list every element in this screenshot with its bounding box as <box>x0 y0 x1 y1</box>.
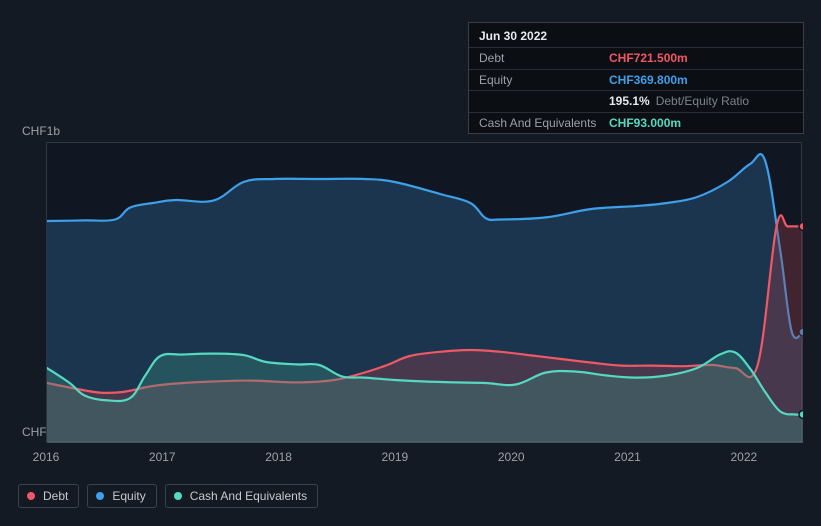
series-end-marker <box>799 222 803 230</box>
y-max-label: CHF1b <box>22 124 60 138</box>
legend-item[interactable]: Equity <box>87 484 156 508</box>
legend: Debt Equity Cash And Equivalents <box>18 484 318 508</box>
legend-item[interactable]: Debt <box>18 484 79 508</box>
x-tick-label: 2016 <box>33 450 60 464</box>
x-tick-label: 2017 <box>149 450 176 464</box>
x-tick-label: 2022 <box>731 450 758 464</box>
tooltip-row-value: CHF369.800m <box>609 73 688 87</box>
x-tick-label: 2021 <box>614 450 641 464</box>
tooltip-row-label: Debt <box>479 51 609 65</box>
legend-item[interactable]: Cash And Equivalents <box>165 484 318 508</box>
legend-label: Debt <box>43 489 68 503</box>
tooltip-row-value: CHF93.000m <box>609 116 681 130</box>
tooltip-row-extra: Debt/Equity Ratio <box>656 94 749 108</box>
tooltip-date: Jun 30 2022 <box>469 23 803 47</box>
tooltip-row-value: 195.1% <box>609 94 650 108</box>
tooltip-row-label: Equity <box>479 73 609 87</box>
x-tick-label: 2019 <box>382 450 409 464</box>
tooltip-row: 195.1% Debt/Equity Ratio <box>469 90 803 111</box>
x-tick-label: 2018 <box>265 450 292 464</box>
legend-label: Equity <box>112 489 145 503</box>
tooltip-row: EquityCHF369.800m <box>469 69 803 90</box>
tooltip-row: Cash And EquivalentsCHF93.000m <box>469 112 803 133</box>
legend-dot-icon <box>27 492 35 500</box>
x-tick-label: 2020 <box>498 450 525 464</box>
tooltip-row-value: CHF721.500m <box>609 51 688 65</box>
legend-label: Cash And Equivalents <box>190 489 307 503</box>
tooltip-row: DebtCHF721.500m <box>469 47 803 68</box>
legend-dot-icon <box>174 492 182 500</box>
tooltip-panel: Jun 30 2022 DebtCHF721.500mEquityCHF369.… <box>468 22 804 134</box>
legend-dot-icon <box>96 492 104 500</box>
tooltip-row-label: Cash And Equivalents <box>479 116 609 130</box>
series-end-marker <box>799 411 803 419</box>
chart-plot <box>46 142 802 442</box>
